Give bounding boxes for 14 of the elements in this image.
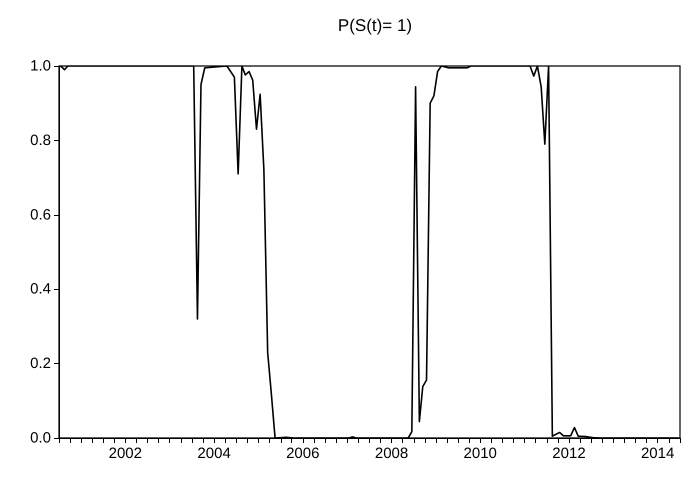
x-tick-label: 2006 bbox=[286, 445, 320, 462]
y-tick-label: 0.8 bbox=[30, 132, 51, 149]
y-tick-label: 0.4 bbox=[30, 280, 51, 298]
y-tick-label: 0.2 bbox=[30, 355, 51, 372]
x-tick-label: 2012 bbox=[552, 445, 586, 462]
x-tick-label: 2004 bbox=[197, 445, 231, 462]
chart-title: P(S(t)= 1) bbox=[338, 16, 412, 35]
x-tick-label: 2008 bbox=[374, 445, 408, 462]
x-tick-label: 2014 bbox=[640, 445, 674, 462]
x-tick-label: 2010 bbox=[464, 445, 497, 462]
y-tick-label: 1.0 bbox=[30, 58, 51, 74]
x-tick-label: 2002 bbox=[108, 445, 142, 462]
y-tick-label: 0.0 bbox=[30, 430, 51, 446]
y-tick-label: 0.6 bbox=[30, 206, 51, 224]
